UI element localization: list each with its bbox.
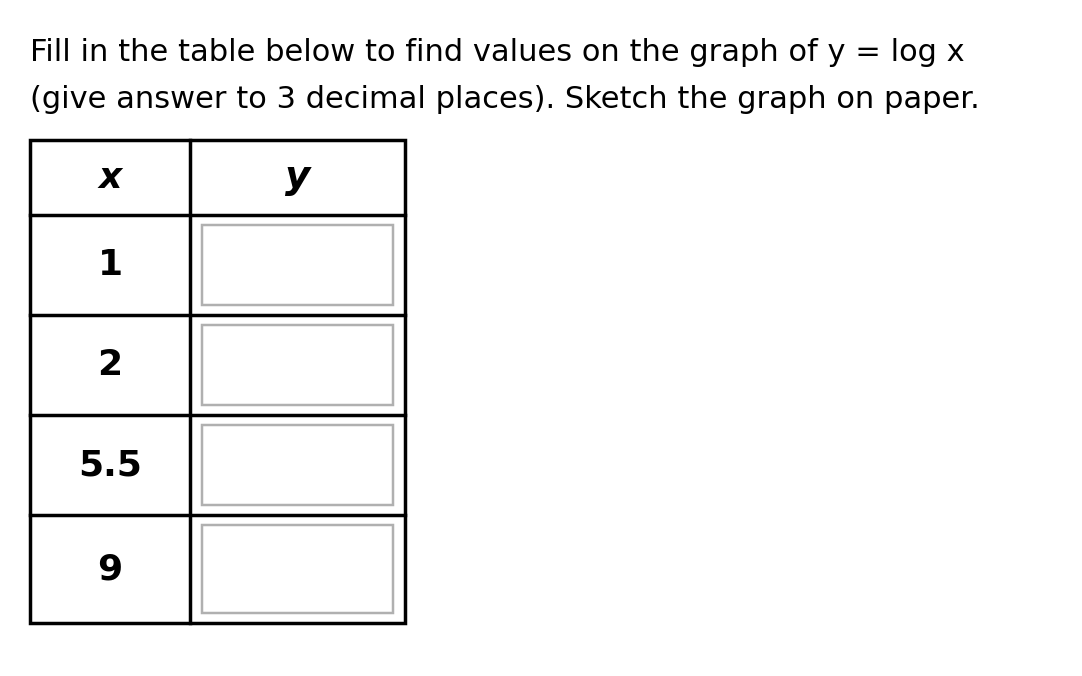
FancyBboxPatch shape (202, 225, 393, 305)
Text: 5.5: 5.5 (78, 448, 142, 482)
Text: Fill in the table below to find values on the graph of y = log x: Fill in the table below to find values o… (30, 38, 965, 67)
Text: 2: 2 (97, 348, 122, 382)
Bar (30, 140, 405, 623)
FancyBboxPatch shape (202, 525, 393, 613)
FancyBboxPatch shape (202, 325, 393, 405)
Text: 9: 9 (97, 552, 122, 586)
Text: 1: 1 (97, 248, 122, 282)
FancyBboxPatch shape (202, 425, 393, 505)
Text: y: y (285, 158, 311, 197)
Text: x: x (98, 160, 121, 195)
Text: (give answer to 3 decimal places). Sketch the graph on paper.: (give answer to 3 decimal places). Sketc… (30, 85, 979, 114)
